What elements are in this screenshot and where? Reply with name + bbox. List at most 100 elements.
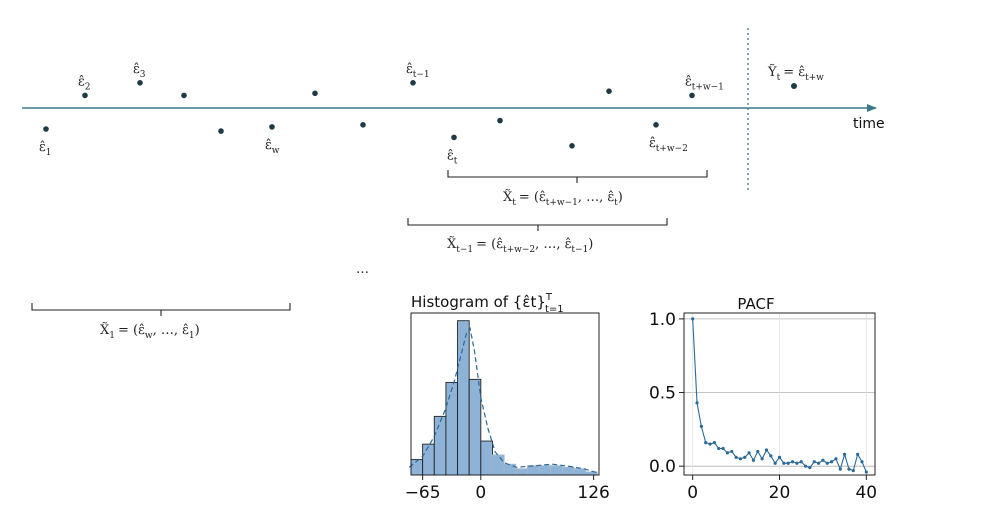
pacf-point [760,457,764,461]
pacf-y-tick-label: 0.5 [649,384,676,404]
pacf-point [717,446,721,451]
pacf-ticks: 0 20 40 0.0 0.5 1.0 [649,310,877,503]
pacf-point [691,317,695,321]
histogram-bar [433,415,447,476]
histogram-bar [573,468,587,476]
pacf-point [756,449,760,454]
timeline-point-label: ε̂t+w−1 [685,74,724,92]
timeline-point [269,124,275,130]
pacf-point [803,464,808,468]
pacf-point [721,446,725,451]
pacf-point [851,468,855,473]
brace-xt-minus-1: X̃t−1 = (ε̂t+w−2, …, ε̂t−1) [407,218,668,255]
pacf-point [764,448,769,452]
histogram-x-tick-label: 0 [475,483,486,503]
timeline-point [606,88,612,94]
pacf-point [738,457,743,461]
timeline-point-label: ε̂w [265,138,280,156]
pacf-point [860,460,864,464]
histogram-kde-line [408,327,598,474]
pacf-x-tick-label: 40 [855,483,877,503]
pacf-point [834,457,838,461]
target-point [791,83,797,89]
timeline-point [569,143,575,149]
pacf-point [843,452,847,456]
timeline-point [312,90,318,97]
histogram-chart: Histogram of {ε̂t}T t=1 −65 0 126 [405,292,610,503]
histogram-frame [410,312,600,476]
timeline-points: ε̂1 ε̂2 ε̂3 ε̂w ε̂t−1 ε̂t ε̂t+w−2 ε̂t+w−1 [39,62,724,167]
timeline-point [360,122,366,128]
pacf-point [695,401,699,405]
timeline-point [43,126,49,132]
svg-text:X̃t= (ε̂t+w−1, …, ε̂t): X̃t = (ε̂t+w−1, …, ε̂t) [503,189,623,208]
pacf-grid [684,313,875,475]
timeline-point-label: ε̂2 [78,74,90,92]
histogram-bar [515,468,528,476]
pacf-y-tick-label: 0.0 [649,457,676,477]
timeline-point-label: ε̂1 [39,140,51,158]
pacf-point [777,455,782,459]
pacf-point [712,441,716,445]
pacf-point [825,461,829,465]
histogram-bar [445,381,459,476]
pacf-points [691,317,868,474]
histogram-bar [468,378,482,476]
histogram-title: Histogram of {ε̂t}T t=1 [411,292,564,315]
timeline-point [689,92,695,99]
timeline-point-label: ε̂t [447,148,458,166]
pacf-point [816,461,821,465]
pacf-point [773,461,777,465]
pacf-point [864,470,868,474]
pacf-point [743,455,747,459]
timeline-point-label: ε̂t+w−2 [649,136,688,154]
pacf-point [808,466,812,470]
histogram-bars [410,320,598,476]
timeline-point [451,134,457,141]
pacf-point [812,460,816,464]
pacf-point [751,458,756,462]
pacf-y-tick-label: 1.0 [649,310,676,330]
pacf-point [786,461,790,465]
pacf-point [725,451,730,455]
histogram-x-tick-label: −65 [405,483,441,503]
pacf-x-tick-label: 0 [687,483,698,503]
pacf-point [795,461,799,465]
timeline-point [497,117,503,124]
pacf-point [782,461,786,465]
pacf-point [838,467,842,471]
histogram-bar [561,466,575,476]
pacf-point [829,460,834,464]
timeline-point [137,80,143,86]
histogram-bar [538,465,552,476]
pacf-title: PACF [737,295,774,313]
brace-x1: X̃1 = (ε̂w, …, ε̂1) [31,303,291,341]
histogram-bar [526,465,540,476]
pacf-point [790,460,795,464]
target-label: Ỹt = ε̂t+w [767,64,824,83]
pacf-point [769,454,773,458]
pacf-point [747,451,751,455]
timeline-point [218,128,224,134]
pacf-point [856,452,860,456]
timeline-point [181,92,187,99]
histogram-x-ticks: −65 0 126 [405,475,610,503]
ellipsis: … [356,262,369,277]
pacf-point [799,460,803,464]
pacf-point [821,458,825,462]
pacf-point [847,467,851,471]
histogram-bar [550,465,563,476]
time-axis-label: time [853,116,885,132]
pacf-chart: PACF 0 20 40 0.0 0.5 1.0 [649,295,877,503]
histogram-x-tick-label: 126 [577,483,609,503]
timeline-point-label: ε̂3 [133,62,146,80]
timeline-point-label: ε̂t−1 [406,62,430,80]
pacf-point [730,449,734,454]
pacf-point [734,455,738,459]
svg-text:X̃1= (ε̂w, …, ε̂1): X̃1 = (ε̂w, …, ε̂1) [100,322,200,341]
histogram-bar [480,440,493,476]
histogram-bar [422,443,435,476]
brace-xt: X̃t = (ε̂t+w−1, …, ε̂t) [447,170,708,208]
timeline-point [653,122,659,128]
